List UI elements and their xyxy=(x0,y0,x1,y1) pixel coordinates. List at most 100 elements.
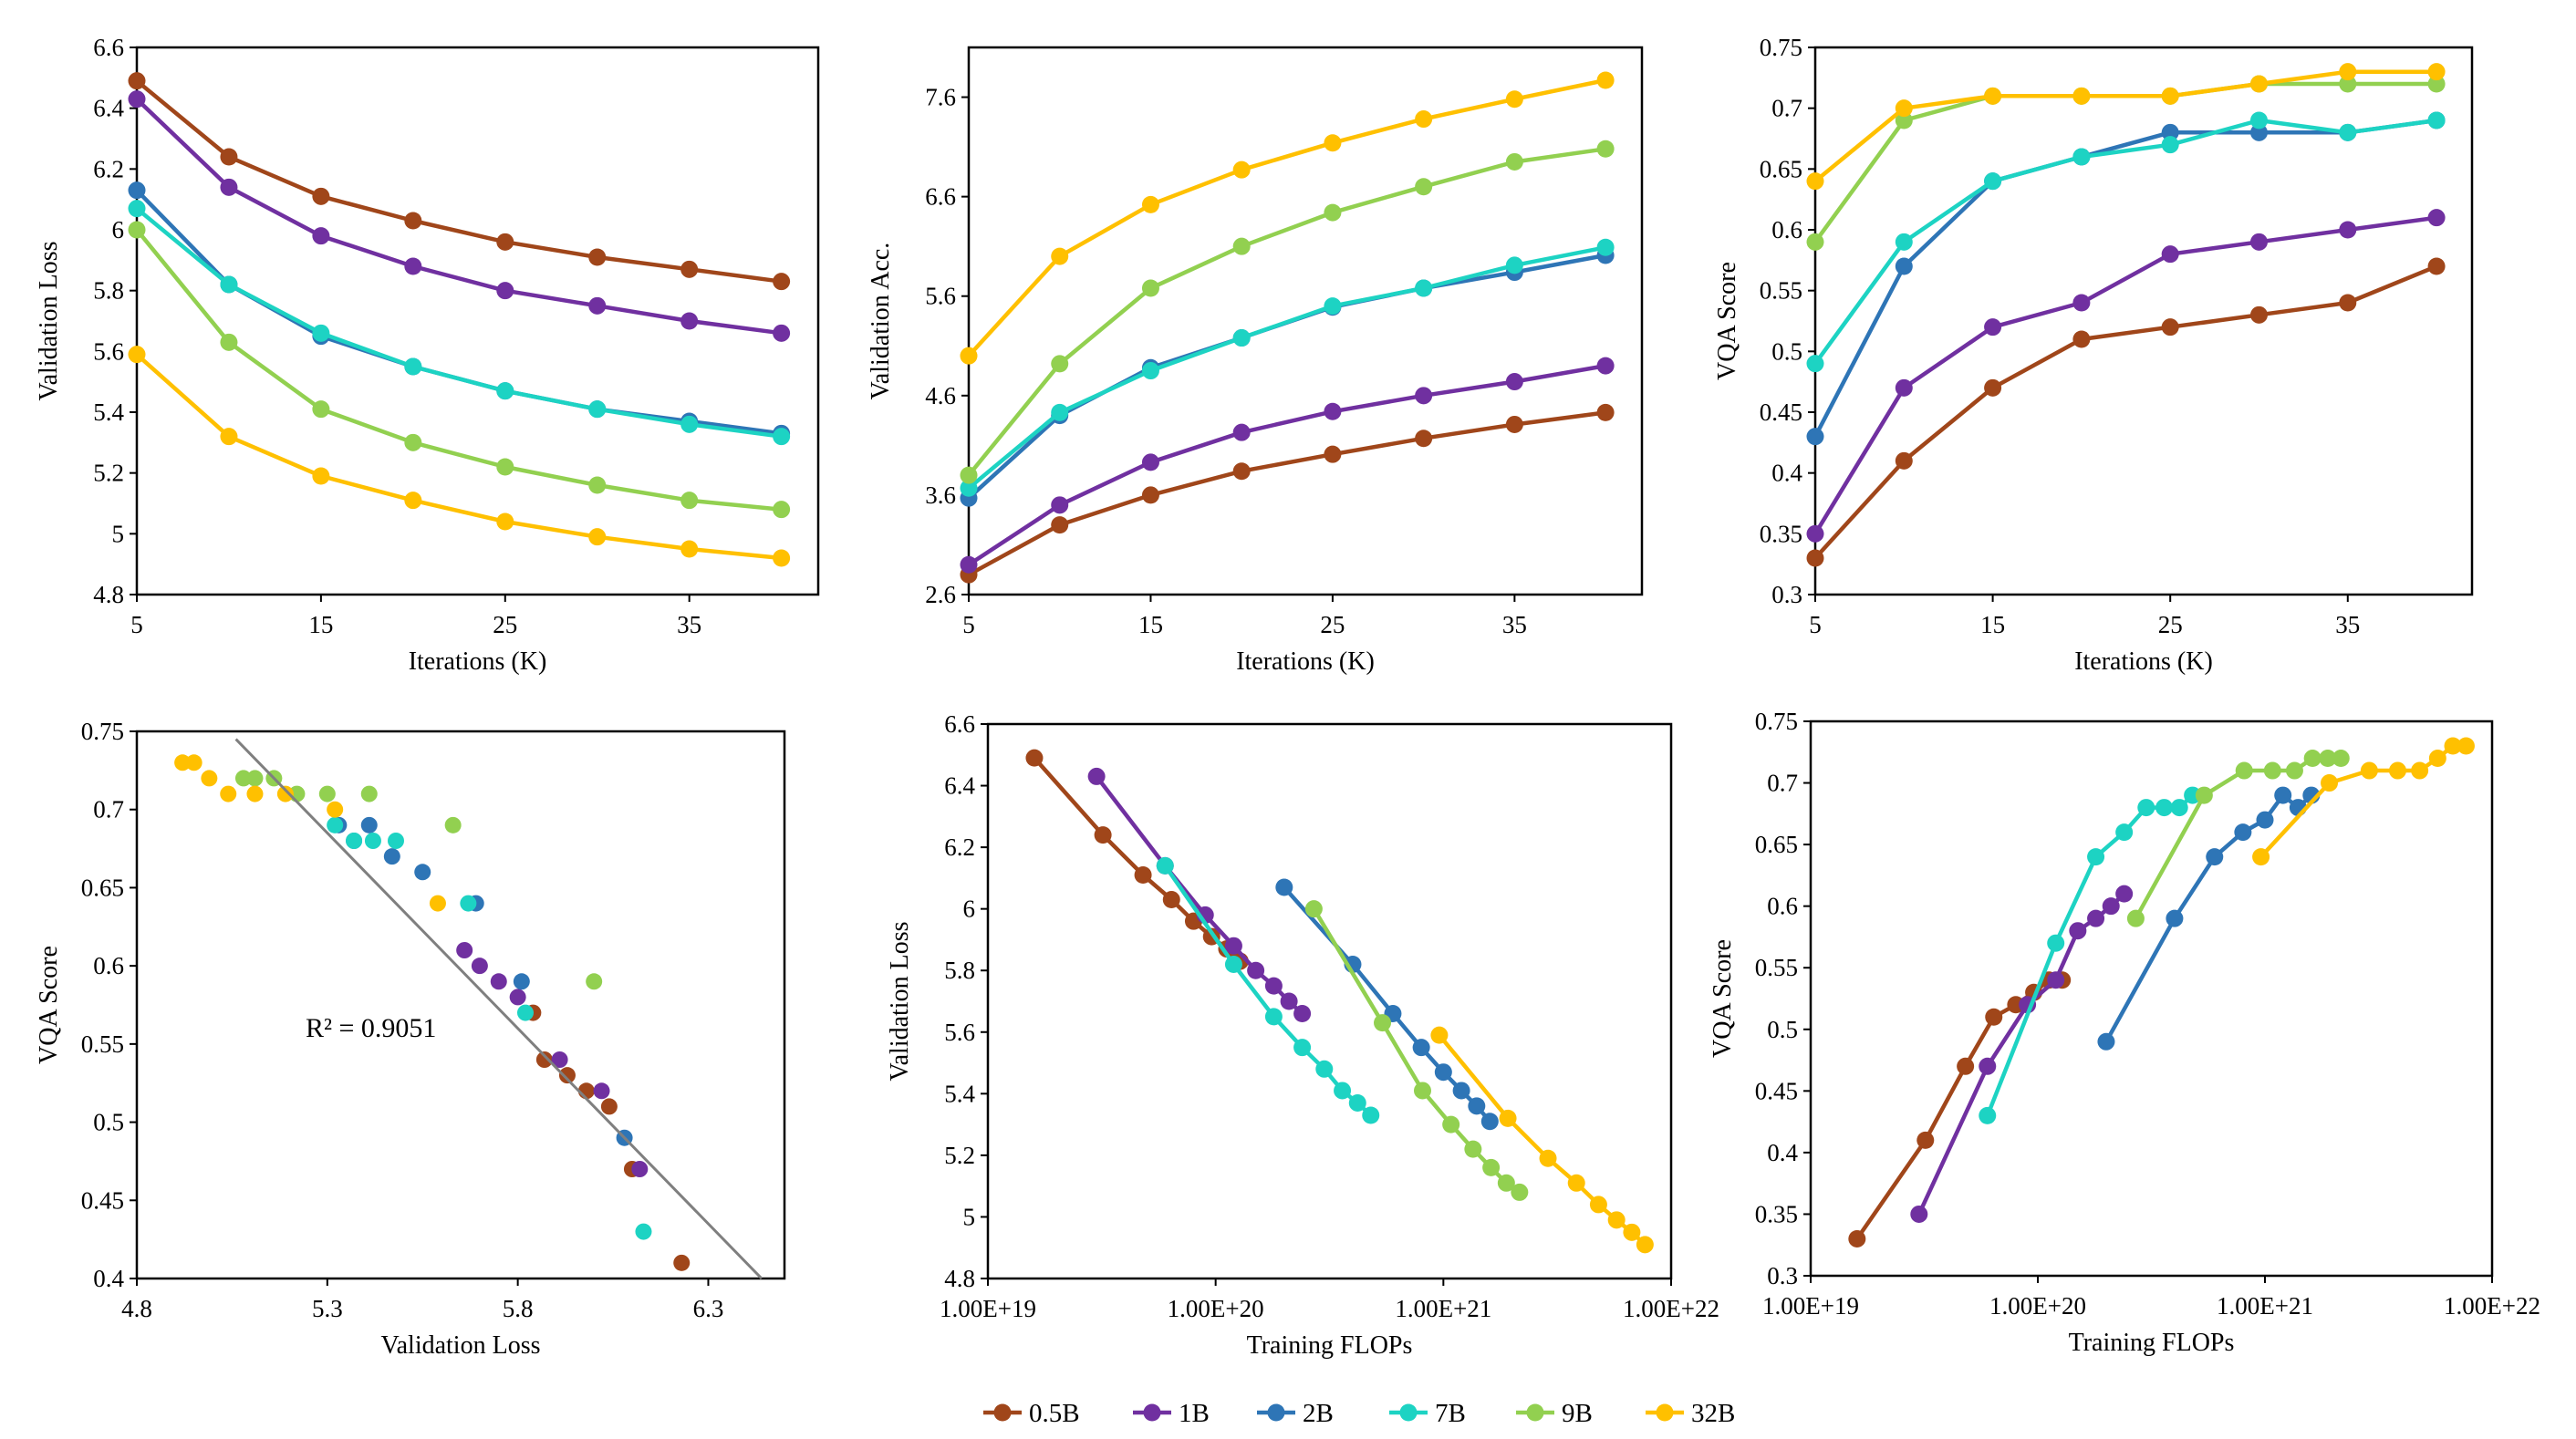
point-9B xyxy=(1482,1158,1501,1176)
point-2B xyxy=(360,816,378,833)
point-32B xyxy=(312,467,330,485)
point-32B xyxy=(246,785,264,802)
legend-marker xyxy=(1143,1403,1161,1422)
legend-marker xyxy=(1267,1403,1285,1422)
y-tick-label: 0.75 xyxy=(1760,34,1802,61)
y-tick-label: 5.2 xyxy=(93,460,124,487)
point-1B xyxy=(2072,294,2091,312)
point-0.5B xyxy=(2427,257,2446,275)
y-tick-label: 0.6 xyxy=(1767,893,1798,920)
y-tick-label: 0.4 xyxy=(93,1265,124,1292)
point-7B xyxy=(404,357,422,376)
point-0.5B xyxy=(2161,318,2179,336)
point-1B xyxy=(551,1051,568,1068)
y-tick-label: 0.35 xyxy=(1755,1200,1798,1227)
trendline xyxy=(234,738,763,1280)
point-7B xyxy=(1415,279,1433,297)
point-2B xyxy=(2161,123,2179,141)
series-line-1B xyxy=(1813,215,2437,535)
point-32B xyxy=(1324,134,1342,152)
point-32B xyxy=(2072,87,2091,105)
point-1B xyxy=(1895,378,1913,397)
point-7B xyxy=(635,1223,652,1240)
point-9B xyxy=(1895,111,1913,129)
y-tick-label: 0.55 xyxy=(81,1030,124,1058)
x-tick-label: 1.00E+22 xyxy=(2444,1292,2540,1320)
legend-marker xyxy=(1656,1403,1674,1422)
point-7B xyxy=(364,833,381,849)
legend-label: 2B xyxy=(1303,1399,1334,1428)
point-1B xyxy=(1984,318,2002,336)
y-tick-label: 0.4 xyxy=(1771,460,1802,487)
x-axis-title: Iterations (K) xyxy=(2074,647,2213,676)
x-tick-label: 5 xyxy=(962,611,975,638)
x-tick-label: 25 xyxy=(1320,611,1345,638)
plot-frame xyxy=(967,46,1644,596)
point-1B xyxy=(631,1161,649,1177)
point-1B xyxy=(2161,245,2179,264)
point-2B xyxy=(1275,878,1293,896)
point-7B xyxy=(460,895,477,912)
point-32B xyxy=(588,528,607,546)
y-axis-title: Validation Acc. xyxy=(867,243,895,400)
point-7B xyxy=(1895,233,1913,251)
x-tick-label: 5 xyxy=(1809,611,1822,638)
point-32B xyxy=(1806,172,1824,191)
point-9B xyxy=(773,501,791,519)
series-line-0.5B xyxy=(1854,978,2062,1240)
y-axis-title: VQA Score xyxy=(1709,939,1737,1058)
series-line-9B xyxy=(967,147,1606,477)
point-32B xyxy=(2444,737,2462,755)
point-7B xyxy=(1141,362,1159,380)
y-tick-label: 0.3 xyxy=(1771,581,1802,608)
point-1B xyxy=(2427,209,2446,227)
point-2B xyxy=(1806,428,1824,446)
point-7B xyxy=(1156,856,1174,875)
y-axis-title: Validation Loss xyxy=(886,922,914,1082)
point-0.5B xyxy=(2339,294,2357,312)
point-7B xyxy=(2115,823,2134,842)
x-tick-label: 35 xyxy=(677,611,701,638)
x-tick-label: 25 xyxy=(493,611,517,638)
legend-item-7B: 7B xyxy=(1389,1399,1466,1428)
point-9B xyxy=(1141,279,1159,297)
point-0.5B xyxy=(220,148,238,166)
point-1B xyxy=(1280,992,1298,1010)
point-1B xyxy=(2102,897,2120,916)
point-7B xyxy=(2170,799,2188,817)
point-9B xyxy=(2332,750,2350,768)
y-axis-title: VQA Score xyxy=(35,946,63,1064)
point-2B xyxy=(383,848,400,865)
x-tick-label: 6.3 xyxy=(693,1295,724,1322)
x-axis-title: Iterations (K) xyxy=(409,647,547,676)
series-line-2B xyxy=(135,189,782,436)
x-tick-label: 5.8 xyxy=(503,1295,534,1322)
y-tick-label: 0.65 xyxy=(1755,831,1798,858)
point-32B xyxy=(680,540,699,558)
point-0.5B xyxy=(1916,1131,1935,1149)
point-9B xyxy=(2235,761,2253,780)
y-tick-label: 0.45 xyxy=(1755,1077,1798,1104)
legend-item-9B: 9B xyxy=(1516,1399,1593,1428)
y-tick-label: 5.4 xyxy=(944,1080,975,1107)
point-9B xyxy=(404,433,422,451)
point-32B xyxy=(2360,761,2378,780)
point-32B xyxy=(1596,71,1615,89)
point-7B xyxy=(312,324,330,342)
series-line-1B xyxy=(135,98,782,336)
point-9B xyxy=(1051,355,1069,373)
point-1B xyxy=(1264,977,1283,995)
point-7B xyxy=(1979,1106,1997,1124)
x-axis-title: Iterations (K) xyxy=(1236,647,1375,676)
point-1B xyxy=(1224,937,1242,955)
point-32B xyxy=(1589,1196,1607,1214)
y-tick-label: 5.2 xyxy=(944,1142,975,1169)
plot-frame xyxy=(1813,46,2474,596)
x-tick-label: 15 xyxy=(1980,611,2005,638)
point-2B xyxy=(2097,1032,2115,1051)
y-tick-label: 0.75 xyxy=(81,718,124,745)
point-9B xyxy=(360,785,378,802)
point-32B xyxy=(174,754,192,771)
y-tick-label: 6.4 xyxy=(93,95,124,122)
point-9B xyxy=(312,400,330,419)
